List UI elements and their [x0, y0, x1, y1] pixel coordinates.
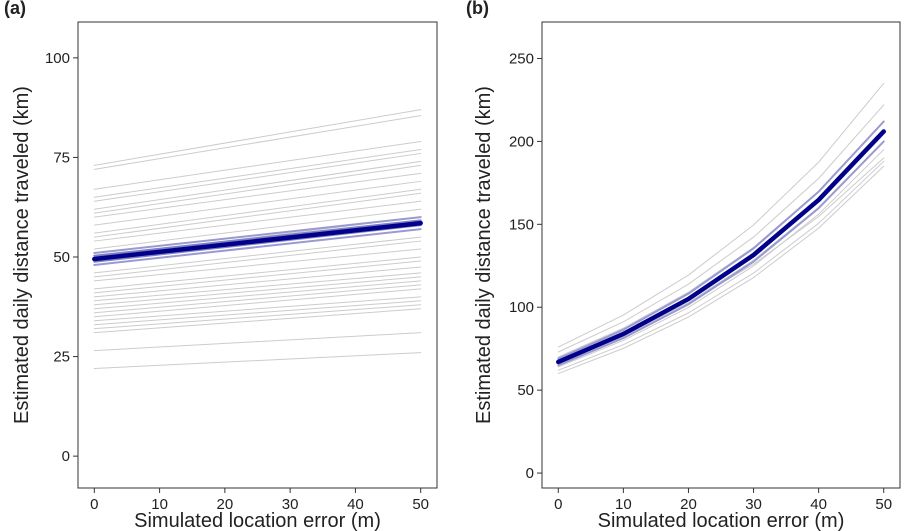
series-line [93, 164, 422, 214]
series-line [557, 140, 885, 367]
x-tick-label: 50 [412, 496, 429, 513]
y-tick-label: 250 [509, 50, 534, 67]
series-line [557, 157, 885, 361]
x-tick-label: 20 [217, 496, 234, 513]
series-line [557, 82, 885, 348]
series-line [557, 104, 885, 353]
series-line [557, 165, 885, 375]
series-line [93, 172, 422, 218]
series-line [557, 120, 885, 360]
series-line [92, 220, 423, 262]
series-line [93, 280, 422, 310]
series-line [93, 272, 422, 302]
series-line [93, 115, 422, 170]
series-line [93, 276, 422, 306]
series-line [93, 236, 422, 274]
series-line [93, 216, 422, 255]
x-tick-label: 30 [745, 496, 762, 513]
y-tick-label: 100 [509, 299, 534, 316]
x-tick-label: 30 [282, 496, 299, 513]
series-line [93, 109, 422, 166]
panel-title: (a) [4, 0, 26, 18]
series-line [93, 192, 422, 238]
series-line [93, 240, 422, 278]
y-tick-label: 200 [509, 133, 534, 150]
y-tick-label: 25 [53, 349, 70, 366]
y-tick-label: 0 [526, 465, 534, 482]
x-tick-label: 40 [810, 496, 827, 513]
y-tick-label: 100 [45, 50, 70, 67]
series-line [93, 228, 422, 266]
panel-title: (b) [466, 0, 489, 18]
series-line [93, 152, 422, 202]
series-line [93, 296, 422, 322]
series-line [93, 188, 422, 234]
plot-frame [77, 21, 438, 489]
y-tick-label: 150 [509, 216, 534, 233]
plot-frame [541, 21, 901, 489]
x-tick-label: 0 [554, 496, 562, 513]
x-tick-label: 10 [615, 496, 632, 513]
y-tick-label: 75 [53, 149, 70, 166]
y-axis-title: Estimated daily distance traveled (km) [11, 86, 33, 424]
series-line [93, 352, 422, 370]
y-tick-label: 50 [517, 382, 534, 399]
series-line [93, 300, 422, 326]
series-line [93, 200, 422, 242]
series-line [93, 148, 422, 198]
x-tick-label: 20 [680, 496, 697, 513]
series-line [556, 129, 886, 365]
y-tick-label: 0 [62, 448, 70, 465]
x-axis-title: Simulated location error (m) [134, 510, 381, 531]
series-line [93, 332, 422, 352]
x-tick-label: 0 [90, 496, 98, 513]
series-line [557, 149, 885, 368]
series-line [93, 266, 422, 298]
series-line [93, 140, 422, 190]
series-line [93, 160, 422, 210]
series-line [93, 248, 422, 282]
y-tick-label: 50 [53, 249, 70, 266]
y-axis-title: Estimated daily distance traveled (km) [473, 86, 495, 424]
x-tick-label: 10 [151, 496, 168, 513]
series-line [93, 304, 422, 330]
series-line [93, 308, 422, 334]
x-tick-label: 50 [875, 496, 892, 513]
series-line [93, 260, 422, 294]
series-line [93, 219, 422, 257]
series-line [557, 160, 885, 371]
series-line [93, 180, 422, 226]
series-line [93, 208, 422, 250]
series-line [93, 284, 422, 314]
x-tick-label: 40 [347, 496, 364, 513]
x-axis-title: Simulated location error (m) [598, 510, 845, 531]
series-line [93, 288, 422, 318]
series-line [93, 256, 422, 290]
series-line [557, 121, 885, 358]
